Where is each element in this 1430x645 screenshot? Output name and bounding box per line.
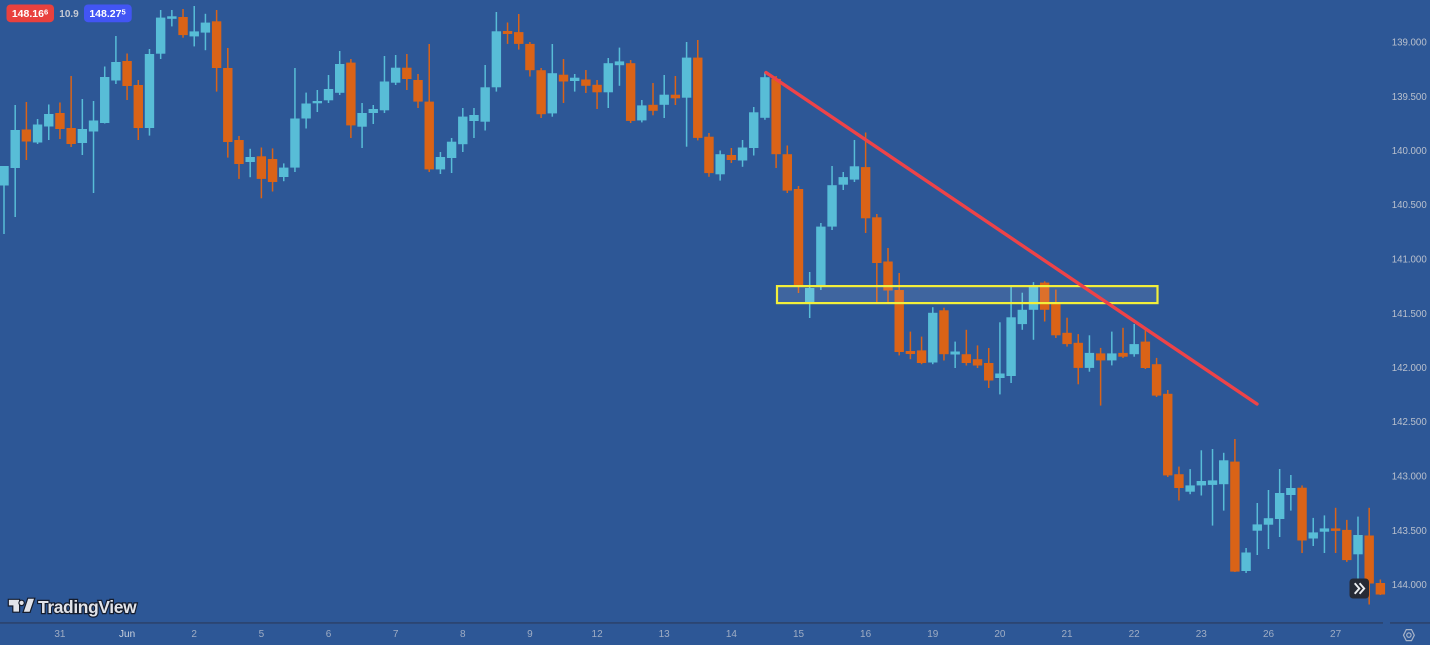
svg-text:14: 14 <box>726 629 738 640</box>
svg-text:12: 12 <box>592 629 604 640</box>
svg-text:Jun: Jun <box>119 629 135 640</box>
svg-text:148.275: 148.275 <box>89 8 126 20</box>
svg-text:139.000: 139.000 <box>1392 38 1428 49</box>
svg-text:23: 23 <box>1196 629 1208 640</box>
svg-text:5: 5 <box>259 629 265 640</box>
svg-text:141.000: 141.000 <box>1392 255 1428 266</box>
svg-text:19: 19 <box>927 629 939 640</box>
svg-text:148.166: 148.166 <box>12 8 48 20</box>
svg-text:143.000: 143.000 <box>1392 472 1428 483</box>
svg-text:2: 2 <box>191 629 197 640</box>
svg-text:21: 21 <box>1061 629 1073 640</box>
svg-text:139.500: 139.500 <box>1392 92 1428 103</box>
svg-text:15: 15 <box>793 629 805 640</box>
svg-text:142.000: 142.000 <box>1392 363 1428 374</box>
svg-text:142.500: 142.500 <box>1392 417 1428 428</box>
svg-text:140.500: 140.500 <box>1392 200 1428 211</box>
svg-text:20: 20 <box>994 629 1006 640</box>
svg-text:144.000: 144.000 <box>1392 580 1428 591</box>
svg-text:13: 13 <box>659 629 671 640</box>
svg-text:143.500: 143.500 <box>1392 526 1428 537</box>
svg-text:141.500: 141.500 <box>1392 309 1428 320</box>
svg-text:7: 7 <box>393 629 399 640</box>
svg-text:10.9: 10.9 <box>59 9 79 20</box>
svg-text:6: 6 <box>326 629 332 640</box>
svg-text:27: 27 <box>1330 629 1342 640</box>
svg-text:31: 31 <box>54 629 66 640</box>
svg-text:16: 16 <box>860 629 872 640</box>
svg-text:26: 26 <box>1263 629 1275 640</box>
svg-text:TradingView: TradingView <box>38 597 137 617</box>
svg-text:140.000: 140.000 <box>1392 146 1428 157</box>
svg-text:9: 9 <box>527 629 533 640</box>
svg-text:22: 22 <box>1129 629 1141 640</box>
svg-text:8: 8 <box>460 629 466 640</box>
